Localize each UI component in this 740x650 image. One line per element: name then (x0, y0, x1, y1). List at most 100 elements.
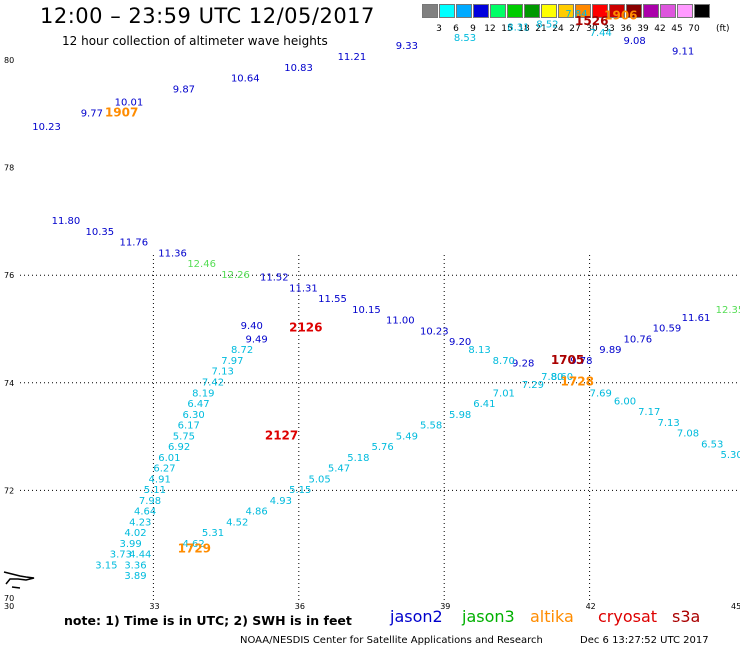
wave-height-value: 10.83 (284, 63, 313, 74)
lat-tick-label: 70 (4, 594, 14, 603)
note-text: note: 1) Time is in UTC; 2) SWH is in fe… (64, 613, 352, 628)
lon-tick-label: 45 (731, 602, 740, 611)
legend-swatch (609, 4, 625, 18)
wave-height-value: 12.46 (187, 259, 216, 270)
legend-swatch (643, 4, 659, 18)
wave-height-value: 5.11 (144, 485, 166, 496)
wave-height-value: 5.15 (289, 485, 311, 496)
legend-label: 21 (535, 24, 547, 34)
wave-height-value: 6.53 (701, 439, 723, 450)
wave-height-value: 11.36 (158, 248, 187, 259)
wave-height-value: 7.01 (493, 388, 515, 399)
wave-height-value: 7.69 (590, 388, 612, 399)
wave-height-value: 4.64 (134, 507, 156, 518)
wave-height-value: 5.18 (347, 453, 369, 464)
wave-height-value: 4.86 (245, 507, 267, 518)
legend-label: 36 (620, 24, 632, 34)
wave-height-value: 8.13 (468, 345, 490, 356)
wave-height-value: 5.05 (308, 474, 330, 485)
legend-label: 42 (654, 24, 666, 34)
pass-time-label: 1729 (178, 541, 211, 555)
legend-label: 3 (436, 24, 442, 34)
sat-label-jason2: jason2 (390, 607, 443, 626)
wave-height-value: 7.97 (221, 356, 243, 367)
wave-height-value: 11.52 (260, 273, 289, 284)
wave-height-value: 9.08 (624, 36, 646, 47)
wave-height-value: 9.78 (570, 356, 592, 367)
pass-time-label: 1705 (551, 353, 584, 367)
wave-height-value: 10.35 (86, 227, 115, 238)
pass-time-label: 1907 (105, 105, 138, 119)
wave-height-value: 4.91 (149, 474, 171, 485)
wave-height-value: 11.61 (682, 313, 711, 324)
wave-height-value: 4.23 (129, 517, 151, 528)
legend-label: 6 (453, 24, 459, 34)
legend-label: 30 (586, 24, 598, 34)
wave-height-value: 4.62 (182, 539, 204, 550)
wave-height-value: 5.98 (449, 410, 471, 421)
lon-tick-label: 30 (4, 602, 14, 611)
lat-tick-label: 76 (4, 271, 14, 280)
wave-height-value: 7.44 (590, 28, 612, 39)
wave-height-value: 6.92 (168, 442, 190, 453)
wave-height-value: 7.98 (139, 496, 161, 507)
wave-height-value: 6.47 (187, 399, 209, 410)
wave-height-value: 11.76 (119, 238, 148, 249)
wave-height-value: 3.36 (124, 560, 146, 571)
wave-height-value: 9.28 (512, 359, 534, 370)
sat-label-s3a: s3a (672, 607, 701, 626)
wave-height-value: 9.87 (173, 84, 195, 95)
legend-label: 70 (688, 24, 700, 34)
wave-height-value: 7.17 (638, 407, 660, 418)
wave-height-value: 8.70 (493, 356, 515, 367)
legend-swatch (694, 4, 710, 18)
wave-height-value: 9.20 (449, 337, 471, 348)
legend-swatch (558, 4, 574, 18)
wave-height-value: 5.30 (720, 450, 740, 461)
wave-height-value: 3.99 (119, 539, 141, 550)
legend-label: 33 (603, 24, 615, 34)
wave-height-value: 9.89 (599, 345, 621, 356)
lat-tick-label: 72 (4, 486, 14, 495)
wave-height-value: 8.53 (454, 33, 476, 44)
wave-height-value: 10.23 (420, 326, 449, 337)
wave-height-value: 10.01 (115, 98, 144, 109)
lat-tick-label: 74 (4, 379, 14, 388)
wave-height-value: 7.84 (565, 9, 587, 20)
wave-height-value: 9.49 (245, 334, 267, 345)
wave-height-value: 6.00 (614, 396, 636, 407)
wave-height-value: 6.30 (182, 410, 204, 421)
wave-height-value: 9.33 (396, 41, 418, 52)
wave-height-value: 11.55 (318, 294, 347, 305)
wave-height-value: 7.42 (202, 377, 224, 388)
sat-label-jason3: jason3 (462, 607, 515, 626)
wave-height-value: 3.15 (95, 560, 117, 571)
legend-swatch (439, 4, 455, 18)
legend-label: 12 (484, 24, 496, 34)
wave-height-value: 4.93 (270, 496, 292, 507)
wave-height-value: 6.27 (153, 464, 175, 475)
wave-height-value: 9.77 (81, 108, 103, 119)
legend-label: 24 (552, 24, 564, 34)
legend-label: 9 (470, 24, 476, 34)
legend-unit: (ft) (716, 24, 730, 34)
wave-height-value: 7.80 (541, 372, 563, 383)
pass-time-label: 1906 (604, 9, 637, 23)
wave-height-value: 7.29 (522, 380, 544, 391)
wave-height-value: 11.21 (338, 52, 367, 63)
wave-height-value: 5.75 (173, 431, 195, 442)
lat-tick-label: 80 (4, 56, 14, 65)
pass-time-label: 1728 (561, 374, 594, 388)
wave-height-value: 10.59 (653, 324, 682, 335)
wave-height-value: 7.13 (212, 367, 234, 378)
footer-date: Dec 6 13:27:52 UTC 2017 (580, 635, 709, 646)
wave-height-value: 4.44 (129, 550, 151, 561)
wave-height-value: 5.58 (420, 421, 442, 432)
wave-height-value: 6.17 (178, 421, 200, 432)
wave-height-value: 12.35 (716, 305, 740, 316)
wave-height-value: 8.19 (192, 388, 214, 399)
wave-height-value: 5.76 (372, 442, 394, 453)
page-subtitle: 12 hour collection of altimeter wave hei… (62, 34, 328, 48)
lat-tick-label: 78 (4, 164, 14, 173)
